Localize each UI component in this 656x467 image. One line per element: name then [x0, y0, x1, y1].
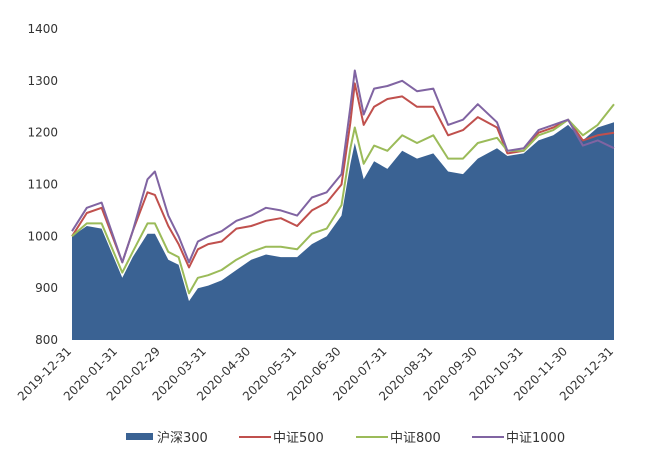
- plot-area: [71, 69, 615, 340]
- y-tick-label: 1100: [27, 178, 58, 192]
- legend-swatch-0: [126, 433, 153, 440]
- y-tick-label: 1400: [27, 22, 58, 36]
- x-axis: 2019-12-312020-01-312020-02-292020-03-31…: [15, 344, 616, 403]
- legend-label-0: 沪深300: [157, 430, 208, 446]
- y-tick-label: 800: [35, 333, 58, 347]
- y-tick-label: 1200: [27, 126, 58, 140]
- series-line-3: [71, 69, 615, 264]
- legend-label-2: 中证800: [390, 431, 441, 446]
- y-tick-label: 1300: [27, 74, 58, 88]
- series-area-0: [72, 122, 614, 340]
- legend-label-1: 中证500: [273, 431, 324, 446]
- legend-label-3: 中证1000: [506, 431, 565, 446]
- series-line-1: [71, 82, 615, 269]
- y-tick-label: 1000: [27, 229, 58, 243]
- legend: 沪深300 中证500 中证800 中证1000: [126, 430, 565, 446]
- y-axis: 800 900 1000 1100 1200 1300 1400: [27, 22, 58, 347]
- y-tick-label: 900: [35, 281, 58, 295]
